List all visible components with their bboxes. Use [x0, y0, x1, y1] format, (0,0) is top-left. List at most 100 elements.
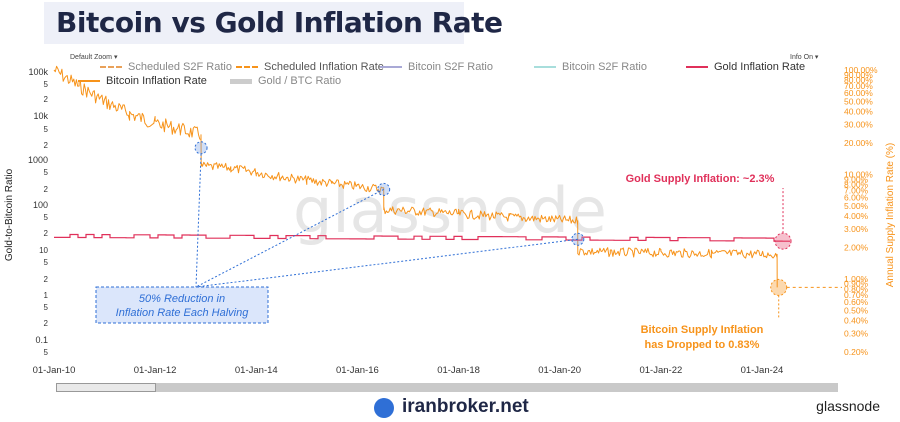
- right-tick-label: 7.00%: [844, 186, 869, 196]
- right-tick-label: 1.00%: [844, 274, 869, 284]
- x-tick-label: 01-Jan-14: [235, 365, 278, 376]
- left-tick-label: 5: [44, 125, 49, 134]
- legend-item-bitcoin-s2f[interactable]: Bitcoin S2F Ratio: [380, 61, 493, 73]
- right-tick-label: 0.90%: [844, 279, 869, 289]
- left-tick-label: 5: [44, 168, 49, 177]
- chevron-down-icon: ▾: [814, 54, 819, 61]
- right-tick-label: 0.40%: [844, 316, 869, 326]
- right-tick-label: 40.00%: [844, 107, 873, 117]
- legend-label: Scheduled S2F Ratio: [128, 61, 232, 73]
- range-scrollbar[interactable]: [56, 383, 838, 392]
- legend-item-scheduled-s2f[interactable]: Scheduled S2F Ratio: [100, 61, 232, 73]
- left-tick-label: 10k: [33, 111, 48, 121]
- legend-item-gold-btc[interactable]: Gold / BTC Ratio: [230, 75, 341, 87]
- right-tick-label: 90.00%: [844, 70, 873, 80]
- gold-inflation-line: [54, 233, 790, 242]
- left-tick-label: 5: [44, 213, 49, 222]
- right-tick-label: 6.00%: [844, 193, 869, 203]
- right-tick-label: 0.50%: [844, 305, 869, 315]
- left-tick-label: 2: [44, 275, 49, 284]
- right-tick-label: 50.00%: [844, 96, 873, 106]
- legend-swatch: [236, 66, 258, 69]
- left-tick-label: 2: [44, 141, 49, 150]
- annotation-leader: [195, 153, 202, 288]
- legend-item-scheduled-inflation[interactable]: Scheduled Inflation Rate: [236, 61, 384, 73]
- left-tick-label: 100: [33, 200, 48, 210]
- legend-item-bitcoin-inflation[interactable]: Bitcoin Inflation Rate: [78, 75, 207, 87]
- right-tick-label: 10.00%: [844, 169, 873, 179]
- legend-label: Gold / BTC Ratio: [258, 75, 342, 87]
- bitcoin-annotation-text: has Dropped to 0.83%: [645, 339, 760, 351]
- legend-label: Bitcoin Inflation Rate: [106, 75, 207, 87]
- left-tick-label: 5: [44, 80, 49, 89]
- legend-label: Bitcoin S2F Ratio: [408, 61, 493, 73]
- x-tick-label: 01-Jan-12: [134, 365, 177, 376]
- right-tick-label: 4.00%: [844, 211, 869, 221]
- bitcoin-marker: [770, 278, 788, 296]
- right-tick-label: 9.00%: [844, 174, 869, 184]
- gold-marker: [774, 232, 792, 250]
- left-tick-label: 5: [44, 348, 49, 357]
- legend-item-bitcoin-s2f-2[interactable]: Bitcoin S2F Ratio: [534, 61, 647, 73]
- legend-swatch: [78, 80, 100, 83]
- info-toggle[interactable]: Info On ▾: [790, 53, 818, 61]
- gold-annotation-text: Gold Supply Inflation: ~2.3%: [626, 173, 775, 185]
- x-tick-label: 01-Jan-20: [538, 365, 581, 376]
- legend-label: Bitcoin S2F Ratio: [562, 61, 647, 73]
- legend-swatch: [380, 66, 402, 69]
- right-tick-label: 2.00%: [844, 243, 869, 253]
- title-banner: [44, 2, 464, 44]
- right-tick-label: 0.20%: [844, 347, 869, 357]
- left-tick-label: 1: [44, 291, 49, 300]
- left-tick-label: 10: [39, 246, 48, 255]
- bitcoin-inflation-line: [53, 65, 778, 288]
- legend-item-gold-inflation[interactable]: Gold Inflation Rate: [686, 61, 805, 73]
- page-title: Bitcoin vs Gold Inflation Rate: [56, 6, 503, 39]
- right-tick-label: 0.70%: [844, 290, 869, 300]
- right-tick-label: 30.00%: [844, 120, 873, 130]
- left-tick-label: 5: [44, 258, 49, 267]
- legend-label: Gold Inflation Rate: [714, 61, 806, 73]
- left-tick-label: 1000: [28, 155, 48, 165]
- brand-name: iranbroker.net: [402, 396, 529, 417]
- watermark: glassnode: [293, 174, 607, 247]
- x-tick-label: 01-Jan-24: [741, 365, 784, 376]
- range-scroll-handle[interactable]: [56, 383, 156, 392]
- right-tick-label: 0.30%: [844, 329, 869, 339]
- x-tick-label: 01-Jan-22: [639, 365, 682, 376]
- annotation-text: 50% Reduction in: [139, 293, 225, 305]
- right-tick-label: 20.00%: [844, 138, 873, 148]
- left-tick-label: 2: [44, 185, 49, 194]
- right-tick-label: 5.00%: [844, 201, 869, 211]
- x-tick-label: 01-Jan-18: [437, 365, 480, 376]
- info-label: Info On: [790, 54, 813, 61]
- left-tick-label: 100k: [28, 67, 48, 77]
- right-tick-label: 100.00%: [844, 65, 878, 75]
- legend-swatch: [100, 66, 122, 69]
- chevron-down-icon: ▾: [113, 54, 118, 61]
- zoom-label: Default Zoom: [70, 54, 113, 61]
- right-tick-label: 60.00%: [844, 88, 873, 98]
- source-logo: glassnode: [816, 398, 880, 414]
- brand-logo-icon: [374, 398, 394, 418]
- bitcoin-annotation-text: Bitcoin Supply Inflation: [641, 324, 764, 336]
- y-axis-title-right: Annual Supply Inflation Rate (%): [885, 143, 896, 288]
- right-tick-label: 8.00%: [844, 180, 869, 190]
- right-tick-label: 0.60%: [844, 297, 869, 307]
- annotation-text: Inflation Rate Each Halving: [116, 307, 250, 319]
- zoom-dropdown[interactable]: Default Zoom ▾: [70, 53, 118, 61]
- x-tick-label: 01-Jan-16: [336, 365, 379, 376]
- legend-swatch: [534, 66, 556, 69]
- halving-marker: [194, 141, 208, 155]
- right-tick-label: 3.00%: [844, 224, 869, 234]
- left-tick-label: 2: [44, 95, 49, 104]
- right-tick-label: 80.00%: [844, 75, 873, 85]
- right-tick-label: 0.80%: [844, 284, 869, 294]
- y-axis-title: Gold-to-Bitcoin Ratio: [4, 168, 15, 261]
- legend-label: Scheduled Inflation Rate: [264, 61, 384, 73]
- left-tick-label: 2: [44, 319, 49, 328]
- x-tick-label: 01-Jan-10: [33, 365, 76, 376]
- left-tick-label: 2: [44, 229, 49, 238]
- left-tick-label: 5: [44, 303, 49, 312]
